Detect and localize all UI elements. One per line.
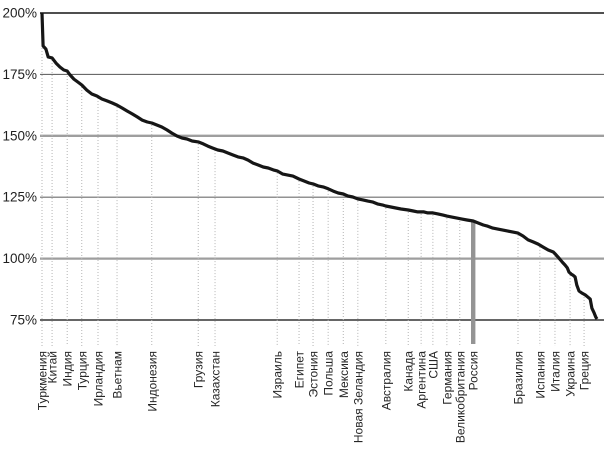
x-axis-label: Украина: [564, 351, 578, 397]
x-axis-label: Канада: [402, 351, 416, 392]
x-axis-label: Бразилия: [512, 351, 526, 405]
y-axis-tick-label: 100%: [2, 251, 37, 266]
x-axis-label: Индонезия: [145, 351, 159, 412]
x-axis-label: Туркмения: [36, 351, 50, 410]
x-axis-label: Грузия: [192, 351, 206, 388]
x-axis-label: Китай: [46, 351, 60, 383]
x-axis-label: Вьетнам: [111, 351, 125, 399]
x-axis-label: Великобритания: [453, 351, 467, 443]
x-axis-label: Аргентина: [415, 351, 429, 409]
x-axis-label: Польша: [322, 351, 336, 396]
russia-highlight-bar: [471, 220, 476, 344]
x-axis-label: Испания: [533, 351, 547, 399]
y-axis-tick-label: 150%: [2, 128, 37, 143]
y-axis-tick-label: 125%: [2, 190, 37, 205]
y-axis-tick-label: 75%: [10, 313, 37, 328]
x-axis-label: Италия: [548, 351, 562, 392]
x-axis-label: Индия: [61, 351, 75, 386]
x-axis-label: Казахстан: [209, 351, 223, 407]
y-axis-tick-label: 175%: [2, 67, 37, 82]
x-axis-label: Египет: [293, 351, 307, 389]
x-axis-label: Новая Зеландия: [351, 351, 365, 443]
data-curve: [40, 12, 599, 320]
x-axis-label: Россия: [467, 351, 481, 390]
x-axis-label: США: [426, 351, 440, 379]
x-axis-label: Эстония: [307, 351, 321, 398]
x-axis-label: Мексика: [337, 351, 351, 398]
y-axis-tick-label: 200%: [2, 6, 37, 21]
x-axis-label: Австралия: [379, 351, 393, 410]
x-axis-label: Израиль: [271, 351, 285, 398]
x-axis-label: Турция: [75, 351, 89, 390]
x-axis-label: Германия: [440, 351, 454, 405]
x-axis-label: Ирландия: [92, 351, 106, 406]
x-axis-label: Греция: [578, 351, 592, 390]
